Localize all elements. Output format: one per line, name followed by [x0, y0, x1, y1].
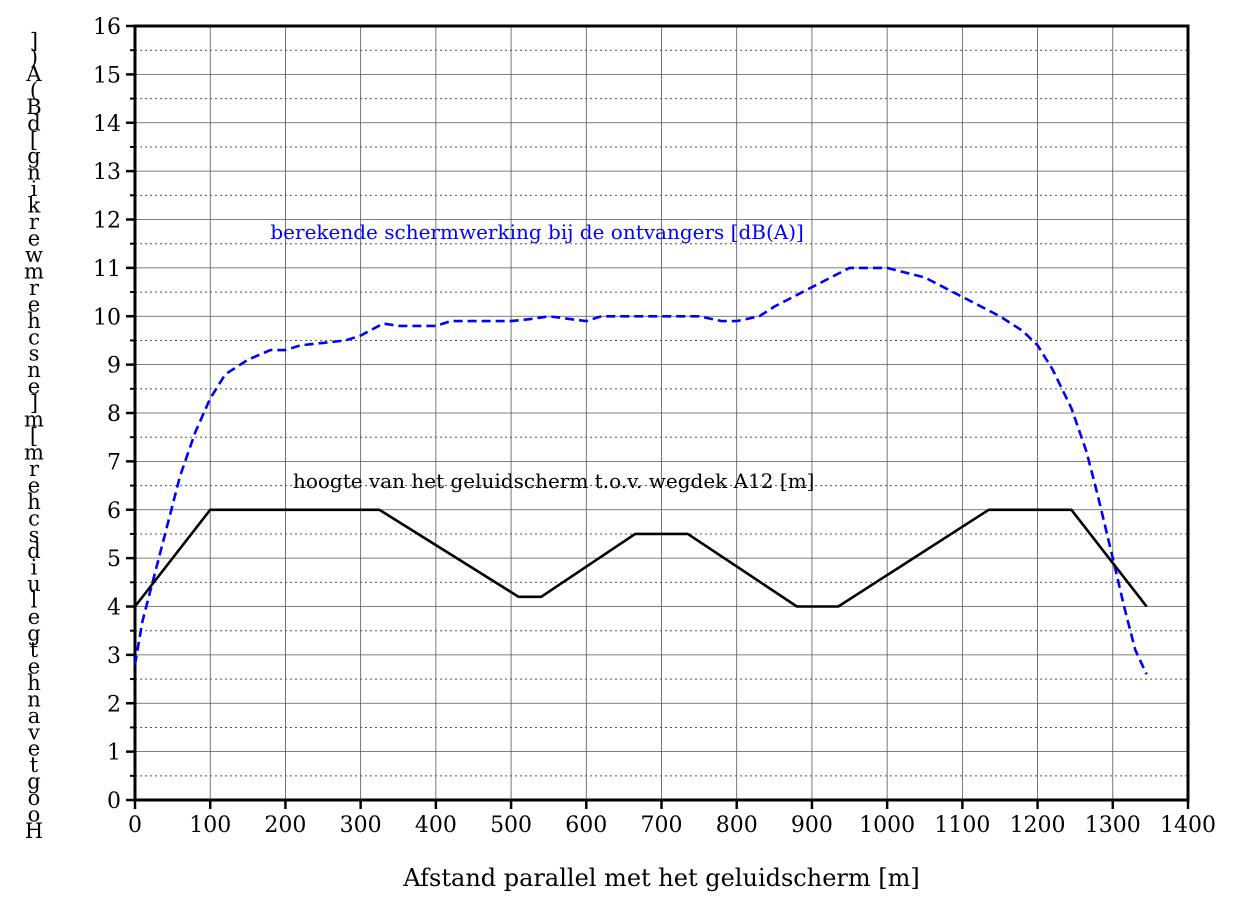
- y-axis-title-char: A: [25, 62, 42, 86]
- y-tick-label: 0: [107, 789, 121, 814]
- x-tick-label: 500: [490, 813, 532, 838]
- y-axis-title-char: g: [27, 622, 40, 646]
- y-tick-label: 15: [93, 63, 121, 88]
- y-axis-title-char: r: [29, 210, 40, 234]
- y-axis-title-char: l: [31, 589, 38, 613]
- y-tick-label: 2: [107, 692, 121, 717]
- y-axis-title-char: n: [27, 161, 41, 185]
- series-label-0: berekende schermwerking bij de ontvanger…: [270, 220, 803, 244]
- y-axis-title-char: o: [28, 803, 41, 827]
- y-axis-title-char: k: [28, 194, 41, 218]
- y-axis-title-char: t: [30, 753, 39, 777]
- y-axis-title-char: u: [27, 572, 41, 596]
- y-tick-label: 12: [93, 209, 121, 234]
- x-tick-label: 300: [340, 813, 382, 838]
- y-axis-title-char: r: [29, 276, 40, 300]
- y-axis-title-char: g: [27, 144, 40, 168]
- y-tick-label: 8: [107, 402, 121, 427]
- y-axis-title-char: m: [24, 408, 44, 432]
- x-tick-label: 1100: [934, 813, 990, 838]
- y-axis-title-char: e: [28, 473, 40, 497]
- x-tick-label: 600: [565, 813, 607, 838]
- y-axis-title-char: e: [28, 737, 40, 761]
- y-axis-title-char: h: [27, 309, 41, 333]
- y-axis-title-char: m: [24, 440, 44, 464]
- y-axis-title-char: ): [30, 45, 38, 69]
- y-axis-title-char: [: [30, 424, 38, 448]
- y-tick-label: 1: [107, 741, 121, 766]
- x-tick-label: 200: [264, 813, 306, 838]
- y-tick-label: 9: [107, 354, 121, 379]
- series-line-0: [133, 266, 1148, 675]
- y-axis-title-char: i: [31, 556, 38, 580]
- x-tick-label: 800: [716, 813, 758, 838]
- y-axis-title-char: m: [24, 259, 44, 283]
- y-axis-title-char: e: [28, 375, 40, 399]
- y-axis-title-char: e: [28, 227, 40, 251]
- y-tick-label: 6: [107, 499, 121, 524]
- annotations: berekende schermwerking bij de ontvanger…: [270, 220, 814, 493]
- x-tick-label: 1200: [1010, 813, 1066, 838]
- y-axis-title-char: r: [29, 457, 40, 481]
- y-axis-title-char: w: [25, 243, 43, 267]
- y-axis-title: Hoogtevanhetgeluidscherm[m]enschermwerki…: [24, 29, 44, 843]
- y-axis-title-char: [: [30, 128, 38, 152]
- y-tick-label: 4: [107, 596, 121, 621]
- y-axis-title-char: g: [27, 770, 40, 794]
- y-tick-label: 7: [107, 450, 121, 475]
- x-tick-label: 1300: [1085, 813, 1141, 838]
- x-tick-label: 1400: [1160, 813, 1216, 838]
- y-tick-label: 11: [93, 257, 121, 282]
- y-axis-title-char: B: [26, 95, 41, 119]
- y-tick-label: 16: [93, 15, 121, 40]
- series-line-1: [133, 508, 1148, 608]
- y-axis-title-char: o: [28, 786, 41, 810]
- y-tick-label: 5: [107, 547, 121, 572]
- x-tick-label: 100: [189, 813, 231, 838]
- x-tick-label: 0: [128, 813, 142, 838]
- y-axis-title-char: i: [31, 177, 38, 201]
- x-tick-label: 900: [791, 813, 833, 838]
- y-axis-title-char: ]: [30, 391, 38, 415]
- y-axis-title-char: v: [27, 720, 40, 744]
- y-axis-title-char: c: [28, 506, 40, 530]
- x-tick-label: 700: [641, 813, 683, 838]
- y-axis-title-char: d: [27, 111, 40, 135]
- y-axis-title-char: h: [27, 671, 41, 695]
- y-axis-title-char: n: [27, 687, 41, 711]
- y-axis-title-char: d: [27, 539, 40, 563]
- x-tick-label: 1000: [859, 813, 915, 838]
- y-tick-label: 10: [93, 305, 121, 330]
- y-axis-title-char: ]: [30, 29, 38, 53]
- y-axis-title-char: s: [29, 523, 40, 547]
- y-axis-title-char: e: [28, 292, 40, 316]
- y-axis-title-char: H: [25, 819, 43, 843]
- y-tick-label: 14: [93, 112, 121, 137]
- y-tick-label: 13: [93, 160, 121, 185]
- grid: [135, 26, 1188, 800]
- x-axis-title: Afstand parallel met het geluidscherm [m…: [402, 864, 920, 892]
- x-tick-label: 400: [415, 813, 457, 838]
- y-axis-title-char: e: [28, 605, 40, 629]
- y-tick-label: 3: [107, 644, 121, 669]
- series-group: [133, 266, 1148, 675]
- series-label-1: hoogte van het geluidscherm t.o.v. wegde…: [293, 469, 815, 493]
- y-axis-title-char: c: [28, 325, 40, 349]
- y-axis-title-char: a: [28, 704, 41, 728]
- y-axis-title-char: n: [27, 358, 41, 382]
- y-axis-title-char: (: [30, 78, 38, 102]
- y-axis-title-char: t: [30, 638, 39, 662]
- y-axis-title-char: h: [27, 490, 41, 514]
- y-axis-title-char: s: [29, 342, 40, 366]
- y-axis-title-char: e: [28, 654, 40, 678]
